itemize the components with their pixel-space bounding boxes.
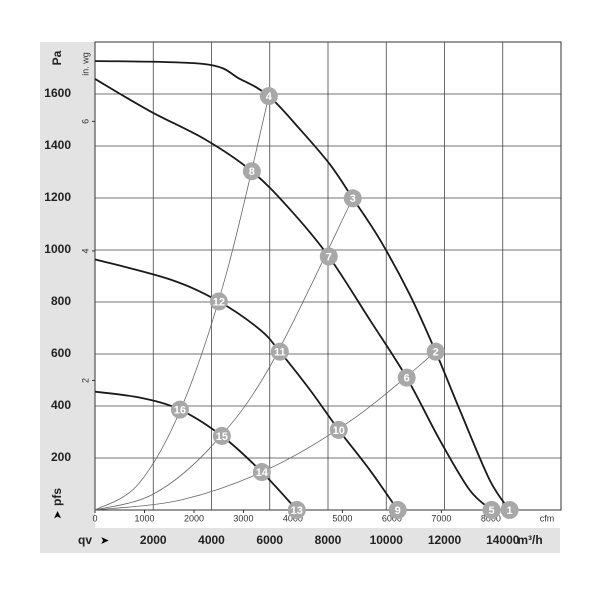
y2-tick-label: 4	[80, 248, 90, 253]
x2-tick-label: 7000	[431, 513, 451, 523]
operating-point-label: 9	[395, 505, 401, 517]
y-tick-label: 1600	[44, 86, 71, 100]
operating-point-label: 10	[333, 425, 345, 437]
x2-label: cfm	[540, 513, 555, 523]
y-tick-label: 800	[51, 294, 71, 308]
x-tick-label: 14000	[486, 533, 520, 547]
operating-point-label: 5	[489, 505, 495, 517]
left-band	[40, 42, 95, 528]
operating-point-label: 6	[404, 373, 410, 385]
operating-point	[388, 501, 407, 519]
operating-point	[500, 501, 519, 519]
y-symbol: pfs	[50, 488, 64, 506]
operating-point-label: 7	[326, 251, 332, 263]
operating-point-label: 12	[213, 296, 225, 308]
operating-point	[209, 292, 228, 311]
x2-tick-label: 1000	[134, 513, 154, 523]
operating-point	[343, 189, 362, 208]
operating-point	[329, 420, 348, 439]
operating-point	[287, 501, 306, 519]
operating-point	[482, 501, 501, 519]
operating-point-label: 8	[249, 166, 255, 178]
operating-point	[170, 400, 189, 419]
operating-point	[319, 247, 338, 266]
y-tick-label: 400	[51, 398, 71, 412]
operating-point	[242, 162, 261, 181]
x2-tick-label: 2000	[184, 513, 204, 523]
operating-point-label: 14	[256, 467, 269, 479]
bottom-band	[40, 528, 560, 553]
operating-point-label: 13	[291, 505, 303, 517]
system-curve	[94, 95, 270, 511]
x-tick-label: 4000	[198, 533, 225, 547]
operating-point	[259, 87, 278, 106]
x-arrow: ➤	[100, 535, 109, 547]
operating-point	[252, 463, 271, 482]
y2-tick-label: 2	[80, 378, 90, 383]
x-symbol: qv	[78, 533, 92, 547]
operating-point-label: 3	[350, 193, 356, 205]
x2-tick-label: 4000	[283, 513, 303, 523]
y2-tick-label: 6	[80, 119, 90, 124]
x2-tick-label: 5000	[332, 513, 352, 523]
y-tick-label: 1400	[44, 138, 71, 152]
x-label: m³/h	[517, 533, 542, 547]
y2-label: in. wg	[80, 52, 90, 76]
x-tick-label: 12000	[428, 533, 462, 547]
operating-point-label: 11	[274, 347, 286, 359]
x2-tick-label: 6000	[382, 513, 402, 523]
operating-point	[270, 342, 289, 361]
x2-tick-label: 3000	[233, 513, 253, 523]
operating-point	[212, 426, 231, 445]
x-tick-label: 10000	[370, 533, 404, 547]
operating-point-label: 1	[507, 505, 513, 517]
y-arrow: ➤	[52, 510, 64, 519]
x-tick-label: 6000	[256, 533, 283, 547]
y-tick-label: 200	[51, 450, 71, 464]
y-tick-label: 1200	[44, 190, 71, 204]
operating-point-label: 15	[216, 431, 228, 443]
y-tick-label: 600	[51, 346, 71, 360]
y-label: Pa	[50, 50, 64, 65]
operating-point-label: 4	[266, 91, 273, 103]
x-tick-label: 8000	[315, 533, 342, 547]
y-tick-label: 1000	[44, 242, 71, 256]
x-tick-label: 2000	[140, 533, 167, 547]
x2-tick-label: 0	[92, 513, 97, 523]
operating-point	[426, 342, 445, 361]
operating-point-label: 16	[174, 405, 186, 417]
operating-point	[397, 368, 416, 387]
operating-point-label: 2	[433, 347, 439, 359]
